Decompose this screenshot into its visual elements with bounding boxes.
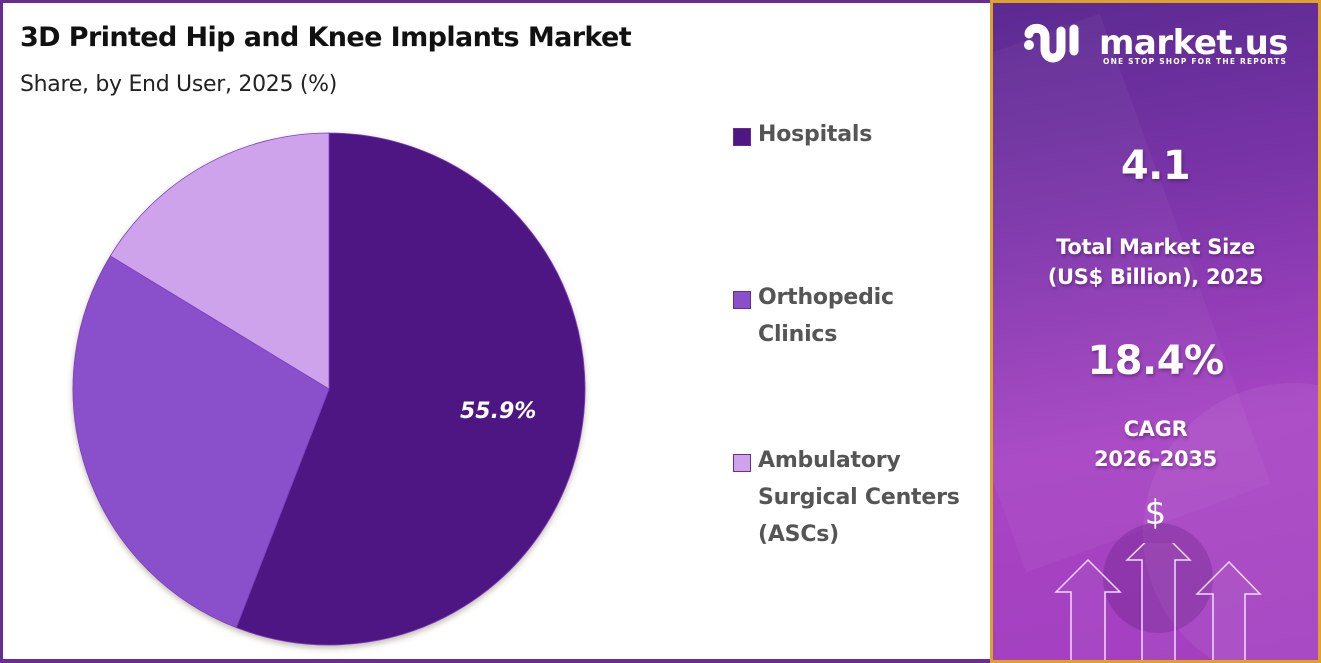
legend-item-hospitals: Hospitals bbox=[733, 122, 872, 153]
legend-item-ascs: Ambulatory Surgical Centers (ASCs) bbox=[733, 448, 960, 553]
growth-arrows-icon bbox=[1054, 543, 1262, 660]
legend-label-orthopedic-line1: Orthopedic bbox=[758, 285, 894, 310]
cagr-value: 18.4% bbox=[1087, 338, 1224, 384]
cagr-label-line1: CAGR bbox=[1123, 417, 1188, 441]
brand-name: market.us bbox=[1099, 23, 1289, 63]
brand-logo: market.us ONE STOP SHOP FOR THE REPORTS bbox=[1023, 21, 1289, 66]
market-size-value: 4.1 bbox=[1120, 143, 1191, 189]
chart-panel: 3D Printed Hip and Knee Implants Market … bbox=[0, 0, 990, 663]
pie-slice-orthopedic-clinics bbox=[72, 255, 330, 629]
dollar-icon: $ bbox=[1144, 493, 1167, 533]
legend-label-ascs-line1: Ambulatory bbox=[758, 448, 901, 473]
chart-title: 3D Printed Hip and Knee Implants Market bbox=[20, 22, 632, 53]
pie-slice-hospitals bbox=[235, 132, 586, 646]
chart-subtitle: Share, by End User, 2025 (%) bbox=[20, 72, 338, 97]
pie-svg bbox=[72, 132, 586, 646]
summary-sidebar: market.us ONE STOP SHOP FOR THE REPORTS … bbox=[990, 0, 1321, 663]
legend-label-orthopedic-line2: Clinics bbox=[758, 322, 838, 347]
pie-label-hospitals: 55.9% bbox=[460, 399, 537, 424]
brand-tagline: ONE STOP SHOP FOR THE REPORTS bbox=[1103, 57, 1288, 66]
cagr-label-line2: 2026-2035 bbox=[1094, 447, 1217, 471]
background-decoration bbox=[1103, 523, 1213, 633]
legend-swatch-hospitals bbox=[733, 128, 751, 146]
legend-swatch-ascs bbox=[733, 454, 751, 472]
market-us-logo-icon bbox=[1024, 23, 1079, 63]
legend-label-ascs-line3: (ASCs) bbox=[758, 522, 840, 547]
pie-chart: 55.9% bbox=[63, 123, 603, 663]
legend-swatch-orthopedic-clinics bbox=[733, 291, 751, 309]
legend-label-ascs-line2: Surgical Centers bbox=[758, 485, 960, 510]
legend-item-orthopedic-clinics: Orthopedic Clinics bbox=[733, 285, 894, 353]
pie-slice-ascs bbox=[109, 132, 330, 390]
market-size-label-line2: (US$ Billion), 2025 bbox=[1047, 265, 1264, 289]
market-size-label-line1: Total Market Size bbox=[1056, 235, 1255, 259]
legend-label-hospitals: Hospitals bbox=[758, 122, 873, 147]
